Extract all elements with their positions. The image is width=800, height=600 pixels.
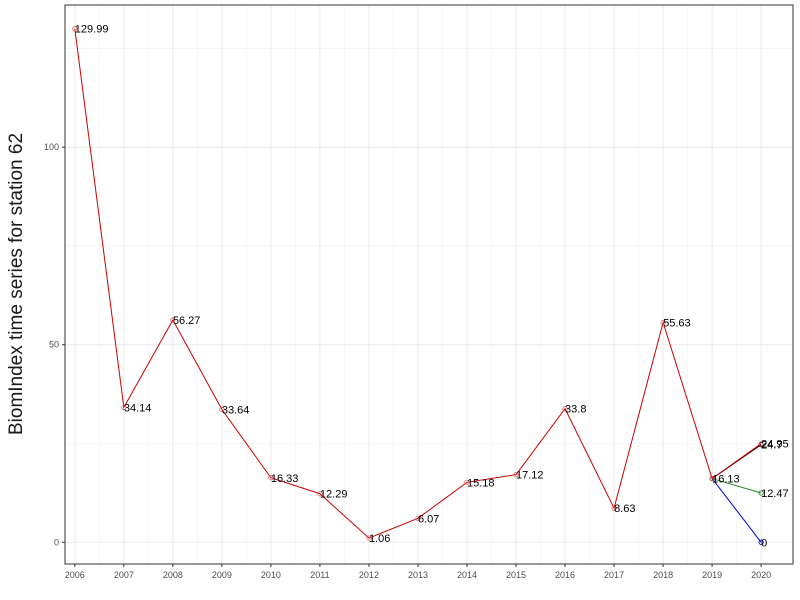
data-point bbox=[513, 472, 519, 478]
series-line-2 bbox=[711, 478, 762, 494]
data-point bbox=[758, 539, 764, 545]
panel-background bbox=[65, 5, 793, 564]
data-label: 0 bbox=[761, 537, 767, 549]
series-line-3 bbox=[711, 478, 762, 543]
data-label: 15.18 bbox=[467, 477, 495, 489]
x-tick-label: 2020 bbox=[751, 570, 771, 580]
data-label: 34.14 bbox=[124, 402, 152, 414]
panel-border bbox=[64, 4, 794, 565]
data-label: 24.7 bbox=[761, 440, 782, 452]
data-label: 12.47 bbox=[761, 488, 789, 500]
data-point bbox=[758, 490, 764, 496]
x-tick-label: 2010 bbox=[261, 570, 281, 580]
data-label: 56.27 bbox=[173, 315, 201, 327]
data-label: 16.33 bbox=[271, 473, 299, 485]
data-point bbox=[415, 515, 421, 521]
x-tick-label: 2007 bbox=[114, 570, 134, 580]
data-point bbox=[72, 26, 78, 32]
data-label: 6.07 bbox=[418, 513, 439, 525]
data-label: 55.63 bbox=[663, 318, 691, 330]
y-axis-title: BiomIndex time series for station 62 bbox=[6, 133, 27, 435]
grid bbox=[65, 5, 793, 564]
data-point bbox=[464, 479, 470, 485]
data-labels: 129.99 34.14 56.27 33.64 16.33 12.29 1.06 6.07 1… bbox=[75, 24, 789, 550]
data-point bbox=[611, 505, 617, 511]
x-tick-label: 2012 bbox=[359, 570, 379, 580]
y-tick-label: 50 bbox=[49, 340, 59, 350]
x-tick-label: 2017 bbox=[604, 570, 624, 580]
data-label: 8.63 bbox=[614, 503, 635, 515]
data-label: 33.64 bbox=[222, 404, 250, 416]
data-label: 17.12 bbox=[516, 470, 544, 482]
data-point bbox=[268, 475, 274, 481]
x-tick-label: 2015 bbox=[506, 570, 526, 580]
axes: 0 50 100 2006 2007 2008 2009 2010 2011 2012 2013 20… bbox=[44, 142, 771, 580]
y-tick-label: 100 bbox=[44, 142, 59, 152]
data-point bbox=[121, 404, 127, 411]
x-tick-label: 2006 bbox=[65, 570, 85, 580]
x-tick-label: 2016 bbox=[555, 570, 575, 580]
data-point bbox=[660, 319, 666, 326]
x-tick-label: 2018 bbox=[653, 570, 673, 580]
data-point bbox=[170, 317, 176, 323]
x-tick-label: 2008 bbox=[163, 570, 183, 580]
x-tick-label: 2013 bbox=[408, 570, 428, 580]
x-tick-label: 2011 bbox=[310, 570, 329, 580]
data-label: 16.13 bbox=[712, 474, 740, 486]
data-point bbox=[366, 535, 372, 541]
data-point bbox=[758, 441, 764, 447]
data-point bbox=[709, 475, 715, 482]
data-label: 24.95 bbox=[761, 439, 789, 451]
data-point bbox=[562, 406, 568, 412]
data-label: 1.06 bbox=[369, 533, 390, 545]
data-label: 12.29 bbox=[320, 489, 348, 501]
series-line-0 bbox=[74, 28, 762, 539]
data-label: 33.8 bbox=[565, 404, 586, 416]
data-point bbox=[219, 406, 225, 412]
data-label: 129.99 bbox=[75, 24, 109, 36]
data-points bbox=[72, 26, 764, 545]
series-lines bbox=[74, 28, 762, 543]
data-point bbox=[317, 491, 323, 497]
x-tick-label: 2014 bbox=[457, 570, 477, 580]
x-tick-label: 2019 bbox=[702, 570, 722, 580]
y-tick-label: 0 bbox=[54, 537, 59, 547]
x-tick-label: 2009 bbox=[212, 570, 232, 580]
